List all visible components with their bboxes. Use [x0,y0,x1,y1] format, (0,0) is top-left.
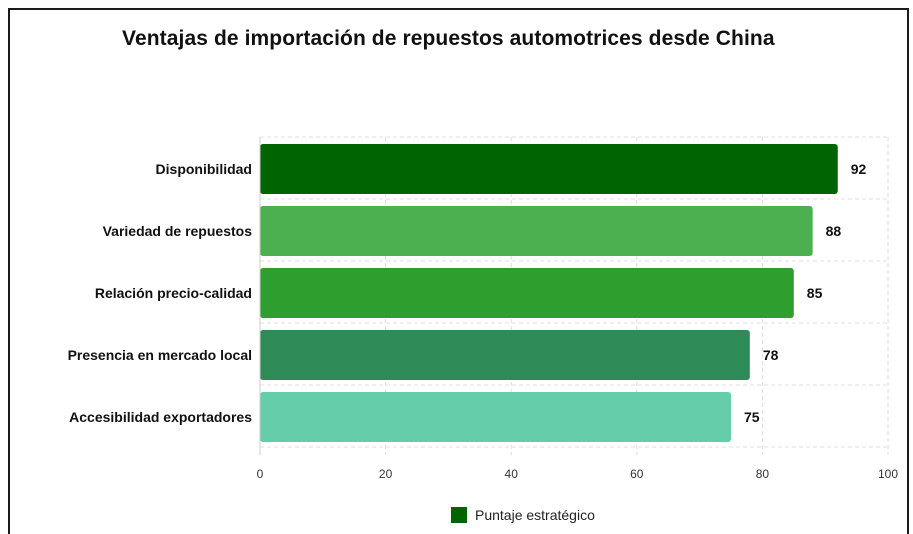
value-label-4: 75 [744,409,760,425]
value-label-0: 92 [851,161,867,177]
chart-title: Ventajas de importación de repuestos aut… [122,27,775,50]
category-label-1: Variedad de repuestos [103,223,253,239]
bar-0 [260,144,838,194]
legend-swatch [451,507,467,523]
x-tick-label-1: 20 [379,467,393,481]
bar-2 [260,268,794,318]
axis-layer: 0 20 40 60 80 100 Disponibilidad 92 Variedad de … [68,137,898,481]
legend: Puntaje estratégico [451,507,595,523]
x-tick-label-5: 100 [878,467,898,481]
value-label-3: 78 [763,347,779,363]
x-tick-label-2: 40 [505,467,519,481]
bar-1 [260,206,813,256]
category-label-4: Accesibilidad exportadores [69,409,252,425]
bar-chart: 0 20 40 60 80 100 Disponibilidad 92 Variedad de … [68,136,898,481]
x-tick-label-4: 80 [756,467,770,481]
category-label-0: Disponibilidad [156,161,252,177]
x-tick-label-3: 60 [630,467,644,481]
x-tick-label-0: 0 [257,467,264,481]
category-label-2: Relación precio-calidad [95,285,252,301]
value-label-2: 85 [807,285,823,301]
bar-4 [260,392,731,442]
legend-label: Puntaje estratégico [475,507,595,523]
bar-3 [260,330,750,380]
value-label-1: 88 [826,223,842,239]
category-label-3: Presencia en mercado local [68,347,252,363]
bar-layer [260,144,838,442]
